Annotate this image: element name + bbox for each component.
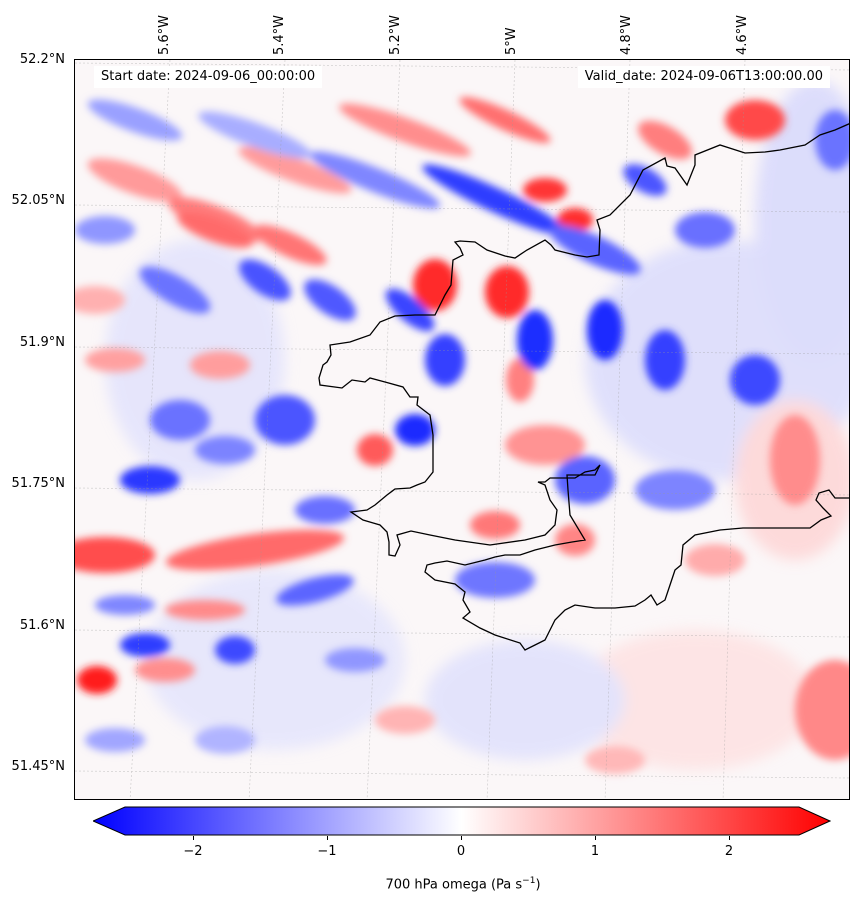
colorbar-label-close: ) [535, 877, 541, 893]
colorbar-tick-label: 2 [724, 844, 734, 859]
colorbar-label-text: 700 hPa omega (Pa s [385, 877, 523, 893]
colorbar-tick-label: 1 [590, 844, 600, 859]
lon-label: 5°W [504, 27, 519, 55]
lon-label: 5.4°W [272, 14, 287, 55]
colorbar-label-exponent: −1 [522, 876, 536, 886]
colorbar-tick-label: −1 [317, 844, 337, 859]
lon-label: 5.6°W [157, 14, 172, 55]
lat-label: 51.45°N [11, 759, 65, 774]
colorbar-tick-mark [461, 836, 462, 840]
valid-date-label: Valid_date: 2024-09-06T13:00:00.00 [577, 66, 830, 88]
lat-label: 52.05°N [11, 193, 65, 208]
colorbar [91, 806, 832, 836]
colorbar-tick-label: −2 [183, 844, 203, 859]
colorbar-label: 700 hPa omega (Pa s−1) [0, 876, 859, 892]
lon-label: 5.2°W [388, 14, 403, 55]
start-date-label: Start date: 2024-09-06_00:00:00 [94, 66, 323, 88]
lon-label: 4.6°W [735, 14, 750, 55]
lon-label: 4.8°W [619, 14, 634, 55]
lat-label: 52.2°N [19, 52, 65, 67]
coastline [318, 123, 849, 651]
colorbar-tick-mark [193, 836, 194, 840]
colorbar-tick-mark [327, 836, 328, 840]
omega-field [75, 60, 849, 799]
colorbar-tick-mark [729, 836, 730, 840]
map-panel [74, 59, 850, 800]
lat-label: 51.9°N [19, 335, 65, 350]
colorbar-tick-label: 0 [456, 844, 466, 859]
lat-label: 51.6°N [19, 618, 65, 633]
lat-label: 51.75°N [11, 476, 65, 491]
colorbar-tick-mark [595, 836, 596, 840]
